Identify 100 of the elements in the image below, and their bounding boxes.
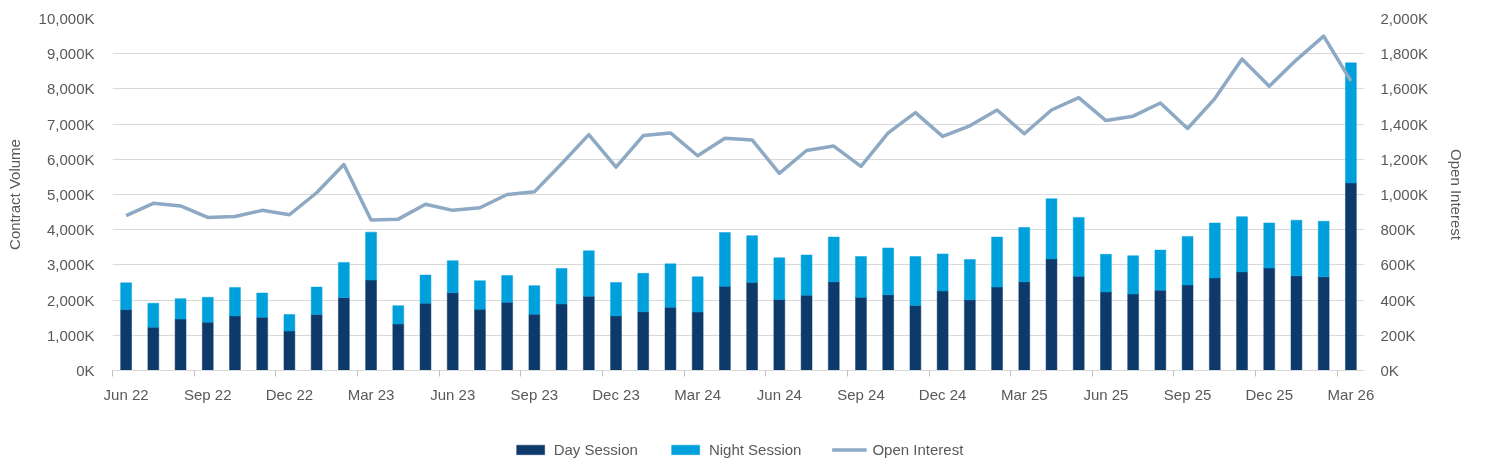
bar [1263, 267, 1275, 371]
bar [637, 273, 649, 312]
y2-tick-label: 800K [1380, 221, 1416, 239]
bar [1236, 271, 1248, 371]
bar [474, 309, 486, 371]
bar [1345, 182, 1357, 371]
bar [664, 306, 677, 371]
bar [855, 256, 867, 298]
bar [202, 297, 214, 323]
bar [1154, 249, 1167, 291]
bar [1290, 219, 1303, 277]
bar [1045, 258, 1058, 371]
bar [828, 281, 840, 371]
y2-tick-label: 1,000K [1380, 186, 1429, 203]
y2-tick-label: 1,400K [1380, 115, 1429, 133]
bar [1181, 236, 1194, 286]
bar [991, 286, 1003, 371]
bar [800, 254, 813, 296]
bar [419, 274, 432, 304]
y2-tick-label: 2,000K [1380, 10, 1429, 27]
x-tick-label: Jun 23 [430, 385, 476, 403]
bar [719, 232, 731, 287]
bar [528, 313, 541, 371]
y2-axis-title: Open Interest [1448, 149, 1466, 241]
x-tick-label: Mar 24 [674, 385, 722, 403]
x-tick-label: Dec 24 [918, 385, 967, 403]
y-tick-label: 3,000K [46, 256, 95, 274]
bar [1073, 217, 1085, 277]
bar [610, 282, 622, 317]
bar [828, 236, 840, 283]
bar [501, 301, 513, 371]
x-tick-label: Dec 23 [592, 385, 640, 403]
bar [528, 285, 541, 315]
y2-tick-label: 1,600K [1380, 80, 1429, 98]
bar [555, 268, 568, 305]
bar [474, 280, 486, 310]
bar [120, 309, 132, 371]
bar [147, 326, 160, 371]
y-tick-label: 5,000K [46, 186, 95, 203]
x-tick-label: Sep 25 [1163, 385, 1212, 403]
bar [936, 290, 949, 371]
bar [174, 318, 187, 371]
bar [882, 294, 894, 371]
x-tick-label: Sep 24 [837, 385, 885, 403]
bar [1209, 277, 1221, 371]
bar [1127, 255, 1139, 295]
x-tick-label: Jun 22 [103, 385, 149, 403]
legend-label: Night Session [708, 440, 802, 458]
bar [610, 315, 622, 371]
x-tick-label: Dec 22 [265, 385, 314, 403]
bar [447, 292, 459, 371]
bar [691, 311, 704, 371]
bar [1154, 289, 1167, 371]
bar [283, 330, 296, 371]
bar [1181, 284, 1194, 371]
bar [1100, 291, 1112, 371]
bar [1263, 222, 1275, 269]
y2-tick-label: 400K [1380, 291, 1416, 309]
bar [338, 297, 350, 371]
bar [447, 260, 459, 293]
y-tick-label: 1,000K [46, 326, 95, 344]
bar [664, 263, 677, 308]
x-tick-label: Dec 25 [1245, 385, 1294, 403]
bar [964, 259, 976, 300]
bar [719, 286, 731, 371]
bar [882, 247, 894, 296]
x-tick-label: Jun 25 [1083, 385, 1129, 403]
x-tick-label: Sep 22 [183, 385, 232, 403]
bar [1127, 293, 1139, 371]
bar [1018, 281, 1030, 371]
x-tick-label: Jun 24 [756, 385, 802, 403]
bar [501, 275, 513, 303]
bar [909, 256, 922, 306]
y-tick-label: 0K [76, 362, 95, 379]
bar [773, 299, 786, 371]
bar [1345, 62, 1357, 184]
x-tick-label: Mar 26 [1327, 385, 1375, 403]
bar [1317, 221, 1330, 278]
bar [964, 299, 976, 371]
bar [1045, 198, 1058, 260]
bar [147, 303, 160, 328]
legend-label: Open Interest [872, 440, 964, 458]
y2-tick-label: 600K [1380, 256, 1416, 274]
x-tick-label: Mar 25 [1000, 385, 1048, 403]
bar [583, 295, 595, 371]
x-tick-label: Sep 23 [510, 385, 559, 403]
y2-tick-label: 1,200K [1380, 150, 1429, 168]
bar [365, 279, 377, 371]
bar [310, 314, 323, 371]
y-axis-title: Contract Volume [5, 139, 23, 250]
y2-tick-label: 200K [1380, 326, 1416, 344]
bar [120, 282, 132, 310]
bar [1018, 227, 1030, 283]
bar [229, 287, 241, 317]
y-tick-label: 8,000K [46, 80, 95, 98]
bar [365, 231, 377, 281]
legend-label: Day Session [553, 440, 638, 458]
bar [637, 311, 649, 371]
bar [283, 314, 296, 332]
bar [855, 297, 867, 371]
